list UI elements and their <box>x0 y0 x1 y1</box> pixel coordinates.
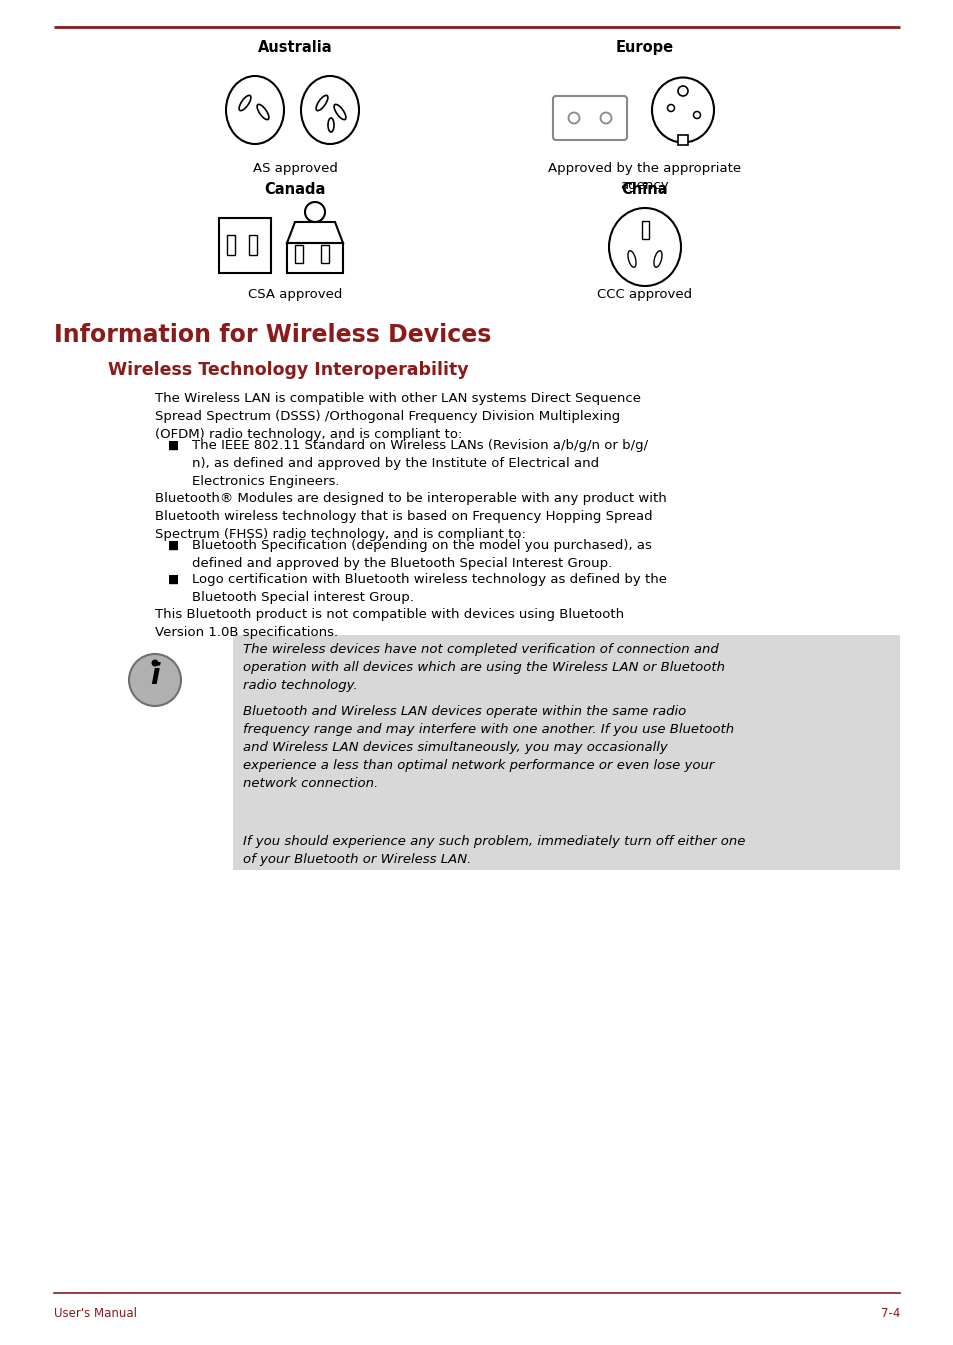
Circle shape <box>152 659 158 667</box>
Text: i: i <box>150 662 159 690</box>
FancyBboxPatch shape <box>678 134 687 145</box>
Text: Logo certification with Bluetooth wireless technology as defined by the
Bluetoot: Logo certification with Bluetooth wirele… <box>192 573 666 604</box>
Bar <box>294 245 303 264</box>
Text: China: China <box>621 182 668 196</box>
Text: Australia: Australia <box>257 40 332 55</box>
Ellipse shape <box>256 105 269 120</box>
Text: Canada: Canada <box>264 182 325 196</box>
Text: Europe: Europe <box>616 40 674 55</box>
Bar <box>233 635 899 870</box>
Ellipse shape <box>239 95 251 110</box>
Bar <box>249 235 256 256</box>
Text: 7-4: 7-4 <box>880 1307 899 1319</box>
Text: If you should experience any such problem, immediately turn off either one
of yo: If you should experience any such proble… <box>243 835 744 866</box>
Text: AS approved: AS approved <box>253 161 337 175</box>
Text: ■: ■ <box>168 438 179 452</box>
Text: User's Manual: User's Manual <box>54 1307 137 1319</box>
Bar <box>287 243 343 273</box>
Bar <box>320 245 329 264</box>
Text: The Wireless LAN is compatible with other LAN systems Direct Sequence
Spread Spe: The Wireless LAN is compatible with othe… <box>154 391 640 441</box>
Ellipse shape <box>315 95 328 110</box>
Text: The wireless devices have not completed verification of connection and
operation: The wireless devices have not completed … <box>243 643 724 691</box>
Text: Wireless Technology Interoperability: Wireless Technology Interoperability <box>108 360 468 379</box>
Text: CCC approved: CCC approved <box>597 288 692 301</box>
Text: ■: ■ <box>168 573 179 586</box>
Text: Bluetooth Specification (depending on the model you purchased), as
defined and a: Bluetooth Specification (depending on th… <box>192 539 651 570</box>
Bar <box>641 221 648 239</box>
Bar <box>227 235 234 256</box>
Text: Bluetooth and Wireless LAN devices operate within the same radio
frequency range: Bluetooth and Wireless LAN devices opera… <box>243 705 734 790</box>
Ellipse shape <box>653 250 661 268</box>
Text: The IEEE 802.11 Standard on Wireless LANs (Revision a/b/g/n or b/g/
n), as defin: The IEEE 802.11 Standard on Wireless LAN… <box>192 438 647 488</box>
Circle shape <box>129 654 181 706</box>
Text: Approved by the appropriate
agency: Approved by the appropriate agency <box>548 161 740 192</box>
Text: Bluetooth® Modules are designed to be interoperable with any product with
Blueto: Bluetooth® Modules are designed to be in… <box>154 492 666 541</box>
Ellipse shape <box>627 250 636 268</box>
Ellipse shape <box>334 105 346 120</box>
Text: Information for Wireless Devices: Information for Wireless Devices <box>54 323 491 347</box>
Text: CSA approved: CSA approved <box>248 288 342 301</box>
Text: ■: ■ <box>168 539 179 551</box>
Ellipse shape <box>328 118 334 132</box>
Bar <box>219 218 271 273</box>
Text: This Bluetooth product is not compatible with devices using Bluetooth
Version 1.: This Bluetooth product is not compatible… <box>154 608 623 639</box>
